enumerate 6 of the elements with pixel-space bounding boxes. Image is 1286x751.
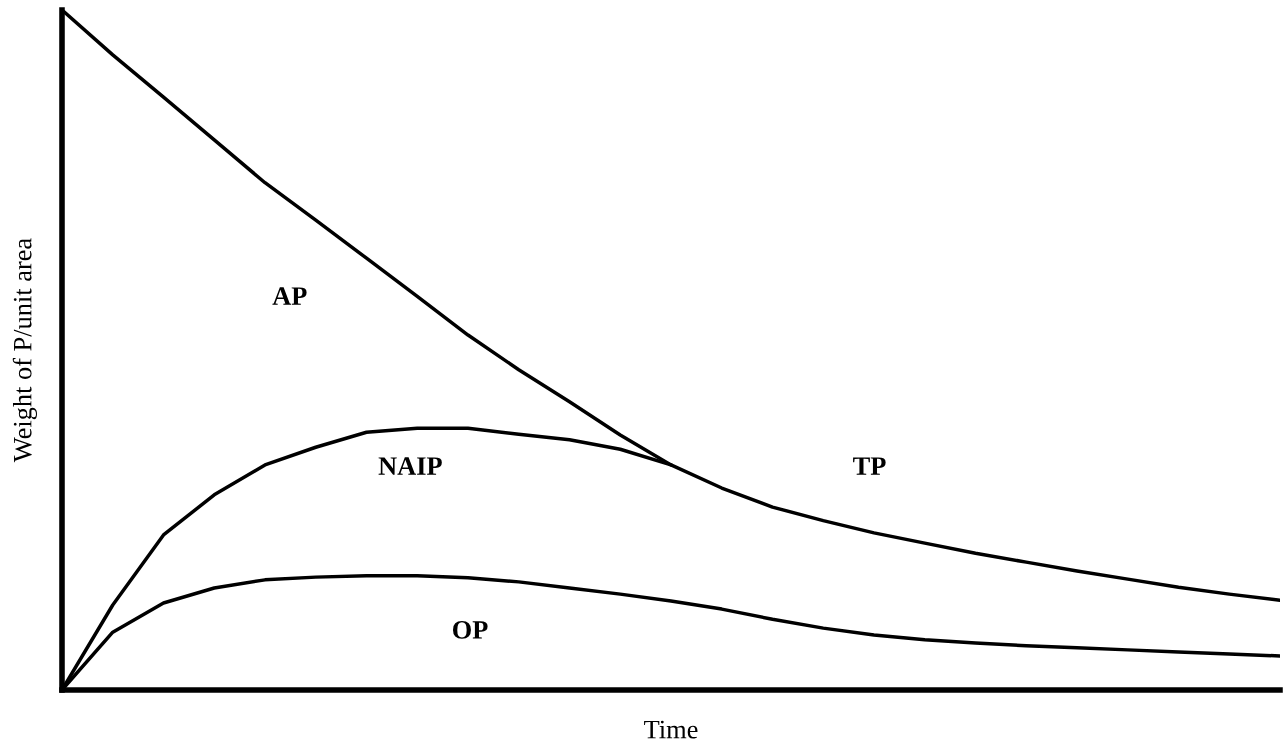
y-axis-title: Weight of P/unit area bbox=[12, 238, 37, 463]
annotation: NAIP bbox=[378, 457, 442, 475]
annotation: AP bbox=[272, 287, 307, 305]
annotation: OP bbox=[453, 621, 488, 639]
x-axis-title: Time bbox=[644, 720, 698, 739]
annotation: TP bbox=[853, 457, 886, 475]
